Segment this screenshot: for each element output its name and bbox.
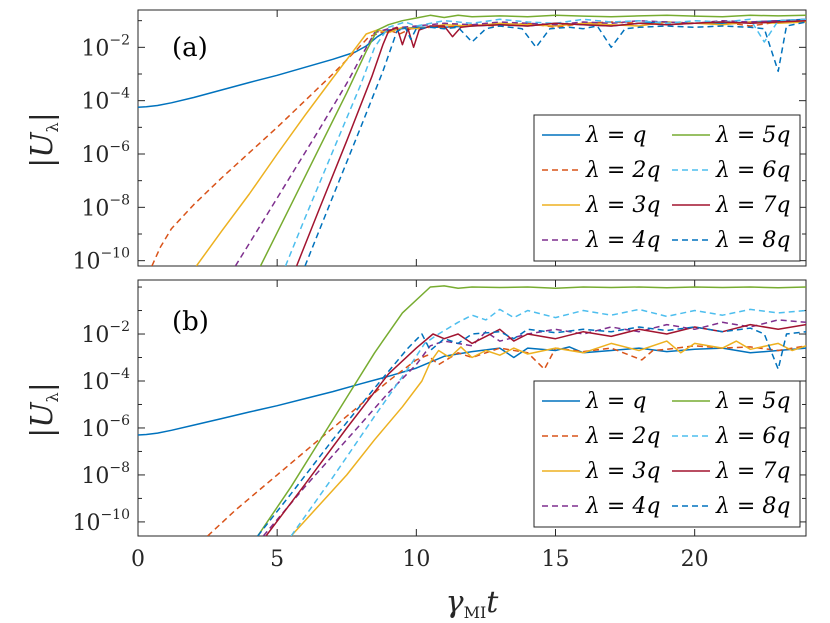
series-line-5q (257, 285, 806, 536)
y-tick-exponent: −2 (109, 319, 130, 335)
legend-label: λ = 6q (715, 424, 790, 449)
x-tick-label: 0 (131, 547, 145, 572)
y-axis-label-a-sub: λ (43, 122, 62, 132)
y-tick-exponent: −6 (109, 413, 130, 429)
legend-label: λ = q (585, 389, 646, 414)
legend-label: λ = 2q (585, 158, 660, 183)
x-tick-label: 15 (542, 547, 570, 572)
legend-label: λ = 4q (585, 228, 660, 253)
series-line-8q (304, 21, 806, 266)
legend-label: λ = 5q (715, 389, 790, 414)
y-tick-label: 10−2 (81, 32, 130, 61)
legend-label: λ = 3q (585, 193, 660, 218)
series-line-8q (257, 326, 806, 536)
series-line-6q (284, 18, 806, 266)
series-line-5q (259, 14, 806, 266)
legend-label: λ = 6q (715, 158, 790, 183)
legend-label: λ = 7q (715, 459, 790, 484)
y-tick-exponent: −4 (109, 86, 130, 102)
series-line-7q (295, 19, 806, 266)
y-tick-exponent: −2 (109, 32, 130, 48)
series-line-6q (290, 308, 806, 536)
legend-label: λ = 7q (715, 193, 790, 218)
y-tick-exponent: −10 (100, 507, 130, 523)
series-line-2q (207, 345, 806, 536)
x-tick-label: 10 (402, 547, 430, 572)
series-line-7q (265, 323, 806, 536)
axes-frame (137, 279, 807, 537)
panel-label-b: (b) (172, 307, 209, 337)
legend-label: λ = q (585, 123, 646, 148)
legend-label: λ = 2q (585, 424, 660, 449)
series-group (138, 285, 806, 536)
y-tick-exponent: −10 (100, 246, 130, 262)
legend-label: λ = 5q (715, 123, 790, 148)
series-line-1q (138, 346, 806, 436)
x-axis-label-main: γ (446, 585, 464, 620)
x-tick-label: 5 (270, 547, 284, 572)
y-axis-label-b: |Uλ| (25, 382, 62, 438)
legend-box (533, 114, 801, 262)
legend-label: λ = 8q (715, 494, 790, 519)
y-tick-label: 10−4 (81, 86, 130, 115)
series-group (138, 14, 806, 266)
legend-label: λ = 3q (585, 459, 660, 484)
y-axis-label-b-sub: λ (43, 392, 62, 402)
panel-label-a: (a) (172, 33, 208, 63)
x-tick-label: 20 (681, 547, 709, 572)
y-tick-exponent: −8 (109, 460, 130, 476)
x-axis-label: γMIt (446, 585, 500, 622)
y-tick-exponent: −8 (109, 192, 130, 208)
y-tick-label: 10−6 (81, 139, 130, 168)
y-axis-label-a: |Uλ| (25, 112, 62, 168)
legend-box (533, 380, 801, 528)
legend: λ = q λ = 5q λ = 2q λ = 6q λ = 3q λ = 7q λ = 4… (533, 114, 801, 262)
y-tick-label: 10−8 (81, 192, 130, 221)
y-tick-label: 10−8 (81, 460, 130, 489)
x-axis-label-sub: MI (464, 603, 487, 622)
legend-label: λ = 8q (715, 228, 790, 253)
y-tick-exponent: −6 (109, 139, 130, 155)
y-tick-exponent: −4 (109, 366, 130, 382)
series-line-4q (234, 18, 806, 266)
x-axis-label-tail: t (486, 585, 499, 620)
axes-frame (137, 9, 807, 267)
series-line-3q (290, 340, 806, 536)
legend: λ = q λ = 5q λ = 2q λ = 6q λ = 3q λ = 7q λ = 4… (533, 380, 801, 528)
legend-label: λ = 4q (585, 494, 660, 519)
